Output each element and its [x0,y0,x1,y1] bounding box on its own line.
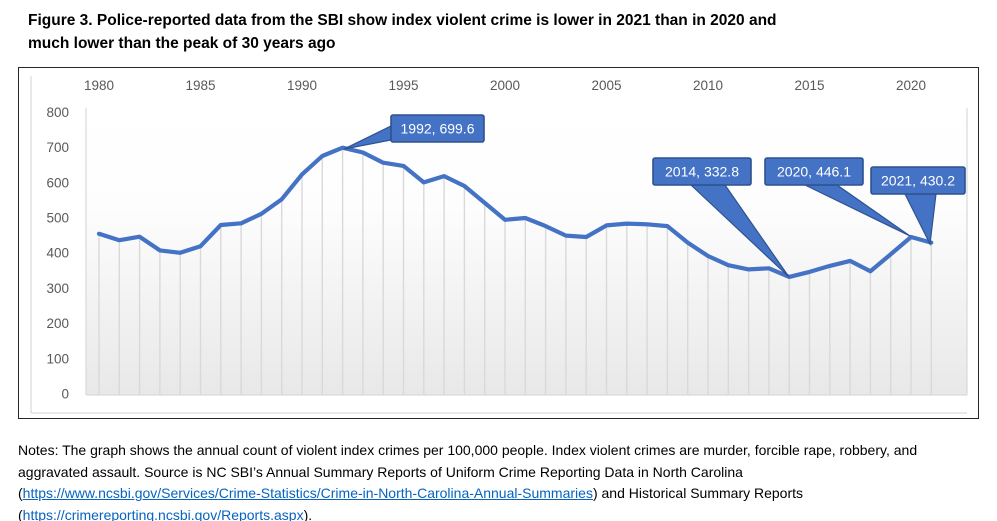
x-axis-label: 2010 [693,78,723,93]
y-axis-label: 0 [61,387,69,402]
crime-rate-line-chart: 0 100 200 300 400 500 600 700 800 1980 1985 1990 199… [30,76,968,414]
y-axis-label: 800 [46,105,69,120]
callout-label-1992: 1992, 699.6 [401,121,475,137]
x-axis-label: 1995 [388,78,418,93]
notes-link[interactable]: https://www.ncsbi.gov/Services/Crime-Sta… [22,485,593,501]
chart-area: 0 100 200 300 400 500 600 700 800 1980 1985 1990 199… [18,67,979,419]
callout-box-2020 [764,157,864,186]
x-axis-label: 2020 [896,78,926,93]
y-axis-label: 300 [46,281,69,296]
figure-title: Figure 3. Police-reported data from the … [28,9,978,55]
callout-box-2014 [652,157,752,186]
callout-box-2021 [870,166,966,195]
x-axis-label: 2000 [490,78,520,93]
y-axis-label: 100 [46,351,69,366]
callout-label-2020: 2020, 446.1 [777,164,851,180]
x-axis-label: 2015 [794,78,824,93]
notes-text: Notes: The graph shows the annual count … [18,442,918,501]
figure-notes: Notes: The graph shows the annual count … [18,440,980,521]
plot-area [86,108,967,395]
figure-title-line-1: Figure 3. Police-reported data from the … [28,12,777,29]
x-axis-label: 1980 [84,78,114,93]
notes-link[interactable]: https://crimereporting.ncsbi.gov/Reports… [22,506,304,521]
callout-label-2014: 2014, 332.8 [665,164,739,180]
y-axis-label: 500 [46,211,69,226]
notes-text: ) and Historical Summary Reports ( [18,485,804,521]
notes-text: ). [303,506,313,521]
crime-rate-line [96,145,934,279]
y-axis-label: 200 [46,316,69,331]
x-axis-label: 1990 [287,78,317,93]
x-axis-label: 1985 [185,78,215,93]
y-axis-label: 400 [46,246,69,261]
y-axis-label: 600 [46,175,69,190]
x-axis-label: 2005 [591,78,621,93]
figure-title-line-2: much lower than the peak of 30 years ago [28,35,336,52]
y-axis-label: 700 [46,140,69,155]
callout-label-2021: 2021, 430.2 [881,173,955,189]
callout-box-1992 [390,114,485,143]
